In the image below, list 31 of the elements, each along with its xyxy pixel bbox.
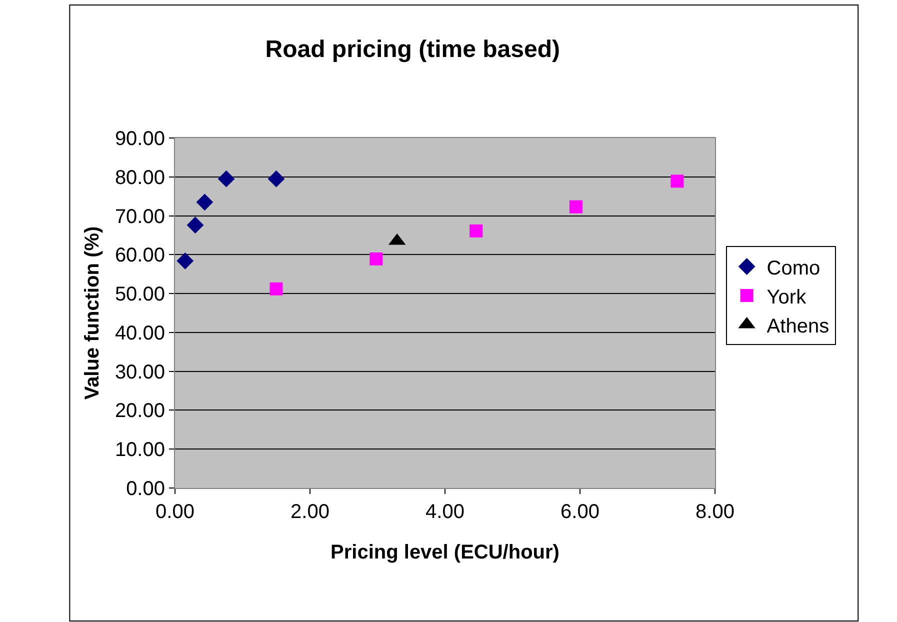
point xyxy=(270,282,283,296)
y-tick-label: 0.00 xyxy=(126,478,165,500)
y-tick-label: 80.00 xyxy=(114,166,165,189)
point xyxy=(569,200,582,214)
point xyxy=(218,170,235,188)
y-tick-label: 40.00 xyxy=(114,322,165,344)
y-tick-label: 50.00 xyxy=(114,284,165,306)
point xyxy=(196,194,214,211)
legend-label: Athens xyxy=(766,315,830,338)
point xyxy=(370,252,383,266)
legend-label: York xyxy=(766,286,808,308)
point xyxy=(176,252,194,270)
legend-label: Como xyxy=(766,257,820,280)
y-tick-label: 60.00 xyxy=(114,244,165,267)
x-tick-label: 2.00 xyxy=(290,501,330,523)
point xyxy=(186,216,204,234)
x-tick-label: 4.00 xyxy=(426,501,464,523)
x-tick-label: 0.00 xyxy=(156,501,194,523)
x-axis-title: Pricing level (ECU/hour) xyxy=(330,542,560,564)
y-tick-label: 70.00 xyxy=(114,206,165,228)
y-axis-title: Value function (%) xyxy=(81,226,104,400)
y-tick-label: 30.00 xyxy=(114,361,165,384)
chart-title: Road pricing (time based) xyxy=(265,36,560,64)
point xyxy=(268,170,285,188)
y-tick-label: 10.00 xyxy=(114,439,165,462)
x-tick-label: 8.00 xyxy=(696,501,734,523)
y-tick-label: 20.00 xyxy=(114,400,165,422)
y-tick-label: 90.00 xyxy=(114,128,165,150)
point xyxy=(470,224,483,238)
x-tick-label: 6.00 xyxy=(560,501,600,523)
point xyxy=(670,174,684,188)
